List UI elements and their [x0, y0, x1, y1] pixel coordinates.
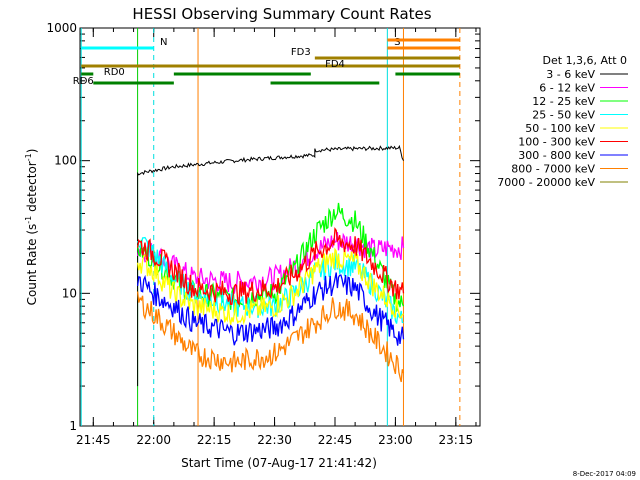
- x-tick-label: 22:15: [197, 433, 232, 447]
- observing-segments: N S FD3 FD4 RD0 RD6: [73, 37, 460, 87]
- segment-label: S: [394, 37, 400, 48]
- x-axis-label: Start Time (07-Aug-17 21:41:42): [181, 456, 377, 470]
- segment-label: RD0: [104, 67, 125, 78]
- legend-label: 300 - 800 keV: [518, 149, 595, 162]
- x-tick-label: 23:00: [378, 433, 413, 447]
- plot-frame: [79, 27, 481, 427]
- series-line: [136, 227, 405, 306]
- segment-label: FD3: [291, 47, 311, 58]
- chart-title: HESSI Observing Summary Count Rates: [132, 5, 431, 23]
- x-tick-label: 23:15: [439, 433, 474, 447]
- y-axis-label: Count Rate (s-1 detector-1): [24, 149, 39, 306]
- x-tick-label: 22:30: [257, 433, 292, 447]
- series-line: [137, 144, 404, 387]
- series-line: [136, 272, 405, 346]
- legend-label: 50 - 100 keV: [525, 122, 595, 135]
- legend-label: 12 - 25 keV: [532, 95, 595, 108]
- x-tick-label: 22:00: [136, 433, 171, 447]
- segment-label: RD6: [73, 76, 94, 87]
- x-axis: 21:45 22:00 22:15 22:30 22:45 23:00 23:15: [76, 28, 477, 447]
- legend-label: 6 - 12 keV: [539, 82, 595, 95]
- segment-label: N: [160, 37, 167, 48]
- series-line: [136, 291, 405, 383]
- y-axis: 1 10 100 1000: [46, 21, 480, 433]
- y-tick-label: 10: [62, 286, 77, 300]
- series-lines: [136, 144, 405, 387]
- legend-header: Det 1,3,6, Att 0: [543, 54, 627, 67]
- legend-label: 3 - 6 keV: [546, 68, 595, 81]
- footer-timestamp: 8-Dec-2017 04:09: [573, 470, 636, 478]
- legend-label: 25 - 50 keV: [532, 109, 595, 122]
- y-tick-label: 1000: [46, 21, 77, 35]
- legend-label: 800 - 7000 keV: [511, 163, 595, 176]
- legend-label: 7000 - 20000 keV: [497, 176, 595, 189]
- legend-label: 100 - 300 keV: [518, 136, 595, 149]
- y-tick-label: 100: [54, 154, 77, 168]
- series-line: [136, 247, 404, 326]
- y-tick-label: 1: [69, 419, 77, 433]
- segment-label: FD4: [325, 59, 345, 70]
- x-tick-label: 21:45: [76, 433, 111, 447]
- x-tick-label: 22:45: [318, 433, 353, 447]
